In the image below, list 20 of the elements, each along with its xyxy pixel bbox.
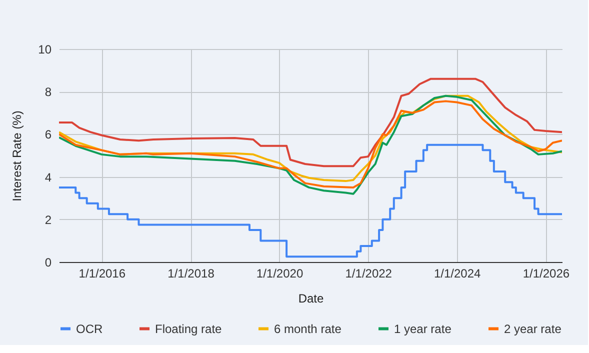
x-tick-label: 1/1/2016 [78,266,126,280]
y-tick-label: 0 [44,256,52,270]
legend-label: 6 month rate [274,322,342,336]
x-tick-label: 1/1/2024 [434,266,482,280]
y-tick-label: 2 [44,212,52,227]
legend-label: Floating rate [155,322,222,336]
x-tick-label: 1/1/2026 [522,266,570,280]
y-tick-label: 6 [44,128,52,142]
x-tick-label: 1/1/2018 [168,266,215,280]
y-axis-title: Interest Rate (%) [10,110,24,202]
legend-label: OCR [76,322,103,336]
legend-label: 1 year rate [394,322,452,336]
legend-label: 2 year rate [504,322,562,336]
y-tick-label: 10 [38,42,52,56]
y-tick-label: 8 [44,85,52,100]
y-tick-label: 4 [44,170,52,184]
x-axis-title: Date [298,292,324,306]
line-series [59,78,562,168]
x-tick-label: 1/1/2022 [345,266,392,280]
x-tick-label: 1/1/2020 [256,266,304,280]
